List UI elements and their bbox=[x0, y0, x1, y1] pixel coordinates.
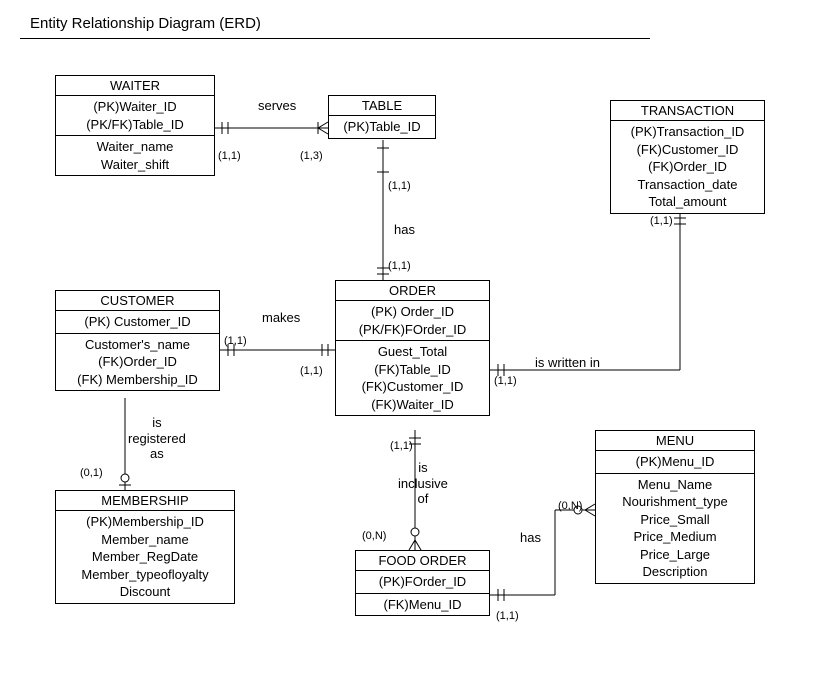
attr: Discount bbox=[62, 583, 228, 601]
entity-attrs-section: Guest_Total (FK)Table_ID (FK)Customer_ID… bbox=[336, 341, 489, 415]
attr: (PK) Order_ID bbox=[342, 303, 483, 321]
entity-attrs-section: (PK)Membership_ID Member_name Member_Reg… bbox=[56, 511, 234, 603]
rel-is-written-in: is written in bbox=[535, 355, 600, 371]
entity-table: TABLE (PK)Table_ID bbox=[328, 95, 436, 139]
attr: (FK)Table_ID bbox=[342, 361, 483, 379]
rel-has-table-order: has bbox=[394, 222, 415, 238]
rel-line: is bbox=[152, 415, 161, 430]
card-label: (1,1) bbox=[390, 440, 413, 452]
attr: (PK)Membership_ID bbox=[62, 513, 228, 531]
attr: (PK)Menu_ID bbox=[602, 453, 748, 471]
attr: Member_typeofloyalty bbox=[62, 566, 228, 584]
card-label: (1,1) bbox=[218, 150, 241, 162]
attr: Transaction_date bbox=[617, 176, 758, 194]
attr: (FK)Waiter_ID bbox=[342, 396, 483, 414]
rel-line: inclusive bbox=[398, 476, 448, 491]
attr: (FK)Customer_ID bbox=[617, 141, 758, 159]
entity-pk-section: (PK)Waiter_ID (PK/FK)Table_ID bbox=[56, 96, 214, 136]
attr: (PK/FK)FOrder_ID bbox=[342, 321, 483, 339]
entity-transaction: TRANSACTION (PK)Transaction_ID (FK)Custo… bbox=[610, 100, 765, 214]
attr: Guest_Total bbox=[342, 343, 483, 361]
card-label: (1,3) bbox=[300, 150, 323, 162]
rel-line: registered bbox=[128, 431, 186, 446]
entity-header: MENU bbox=[596, 431, 754, 451]
entity-header: MEMBERSHIP bbox=[56, 491, 234, 511]
attr: (FK)Customer_ID bbox=[342, 378, 483, 396]
attr: (FK)Menu_ID bbox=[362, 596, 483, 614]
entity-attrs-section: (FK)Menu_ID bbox=[356, 594, 489, 616]
attr: Price_Small bbox=[602, 511, 748, 529]
entity-header: ORDER bbox=[336, 281, 489, 301]
attr: Nourishment_type bbox=[602, 493, 748, 511]
attr: (PK/FK)Table_ID bbox=[62, 116, 208, 134]
entity-header: WAITER bbox=[56, 76, 214, 96]
card-label: (1,1) bbox=[388, 180, 411, 192]
rel-line: is bbox=[418, 460, 427, 475]
rel-is-registered-as: is registered as bbox=[128, 415, 186, 462]
entity-food-order: FOOD ORDER (PK)FOrder_ID (FK)Menu_ID bbox=[355, 550, 490, 616]
entity-header: CUSTOMER bbox=[56, 291, 219, 311]
rel-makes: makes bbox=[262, 310, 300, 326]
attr: Price_Large bbox=[602, 546, 748, 564]
title-underline bbox=[20, 38, 650, 39]
entity-pk-section: (PK)Table_ID bbox=[329, 116, 435, 138]
entity-pk-section: (PK)FOrder_ID bbox=[356, 571, 489, 594]
attr: Member_name bbox=[62, 531, 228, 549]
entity-customer: CUSTOMER (PK) Customer_ID Customer's_nam… bbox=[55, 290, 220, 391]
entity-attrs-section: Customer's_name (FK)Order_ID (FK) Member… bbox=[56, 334, 219, 391]
entity-header: TRANSACTION bbox=[611, 101, 764, 121]
attr: (FK)Order_ID bbox=[617, 158, 758, 176]
page-title: Entity Relationship Diagram (ERD) bbox=[30, 15, 261, 32]
attr: (FK) Membership_ID bbox=[62, 371, 213, 389]
attr: Waiter_shift bbox=[62, 156, 208, 174]
attr: Price_Medium bbox=[602, 528, 748, 546]
entity-pk-section: (PK) Customer_ID bbox=[56, 311, 219, 334]
card-label: (1,1) bbox=[494, 375, 517, 387]
rel-line: as bbox=[150, 446, 164, 461]
entity-pk-section: (PK)Menu_ID bbox=[596, 451, 754, 474]
attr: (FK)Order_ID bbox=[62, 353, 213, 371]
entity-header: TABLE bbox=[329, 96, 435, 116]
entity-attrs-section: (PK)Transaction_ID (FK)Customer_ID (FK)O… bbox=[611, 121, 764, 213]
attr: (PK)Table_ID bbox=[335, 118, 429, 136]
rel-serves: serves bbox=[258, 98, 296, 114]
attr: Total_amount bbox=[617, 193, 758, 211]
entity-membership: MEMBERSHIP (PK)Membership_ID Member_name… bbox=[55, 490, 235, 604]
entity-order: ORDER (PK) Order_ID (PK/FK)FOrder_ID Gue… bbox=[335, 280, 490, 416]
card-label: (0,N) bbox=[362, 530, 386, 542]
card-label: (1,1) bbox=[388, 260, 411, 272]
card-label: (1,1) bbox=[496, 610, 519, 622]
attr: (PK)FOrder_ID bbox=[362, 573, 483, 591]
rel-has-menu: has bbox=[520, 530, 541, 546]
attr: (PK)Waiter_ID bbox=[62, 98, 208, 116]
attr: Member_RegDate bbox=[62, 548, 228, 566]
card-label: (1,1) bbox=[224, 335, 247, 347]
rel-is-inclusive-of: is inclusive of bbox=[398, 460, 448, 507]
attr: Waiter_name bbox=[62, 138, 208, 156]
entity-attrs-section: Menu_Name Nourishment_type Price_Small P… bbox=[596, 474, 754, 583]
attr: (PK)Transaction_ID bbox=[617, 123, 758, 141]
card-label: (1,1) bbox=[650, 215, 673, 227]
attr: (PK) Customer_ID bbox=[62, 313, 213, 331]
entity-menu: MENU (PK)Menu_ID Menu_Name Nourishment_t… bbox=[595, 430, 755, 584]
entity-pk-section: (PK) Order_ID (PK/FK)FOrder_ID bbox=[336, 301, 489, 341]
attr: Description bbox=[602, 563, 748, 581]
entity-waiter: WAITER (PK)Waiter_ID (PK/FK)Table_ID Wai… bbox=[55, 75, 215, 176]
card-label: (0,1) bbox=[80, 467, 103, 479]
rel-line: of bbox=[418, 491, 429, 506]
attr: Menu_Name bbox=[602, 476, 748, 494]
card-label: (1,1) bbox=[300, 365, 323, 377]
entity-attrs-section: Waiter_name Waiter_shift bbox=[56, 136, 214, 175]
entity-header: FOOD ORDER bbox=[356, 551, 489, 571]
attr: Customer's_name bbox=[62, 336, 213, 354]
card-label: (0,N) bbox=[558, 500, 582, 512]
